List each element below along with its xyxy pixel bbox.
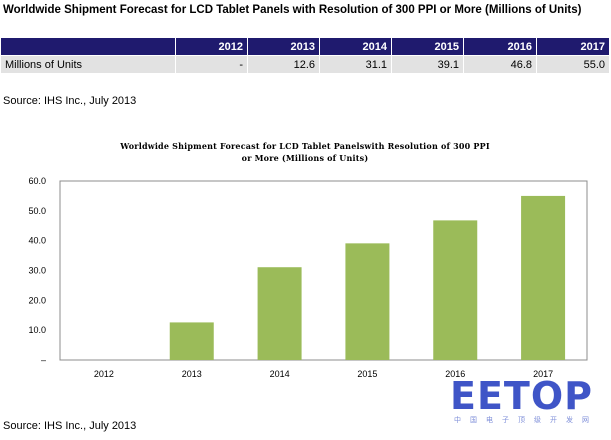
table-header-cell: 2016 (463, 37, 537, 56)
table-cell: 12.6 (247, 55, 320, 74)
y-tick-label: – (41, 355, 46, 365)
bar-chart: – 10.0 20.0 30.0 40.0 50.0 60.0 2012 2013 2014 201… (28, 176, 588, 379)
table-header-cell: 2012 (175, 37, 248, 56)
x-tick-label: 2013 (182, 369, 202, 379)
x-tick-label: 2012 (94, 369, 114, 379)
table-cell: 31.1 (319, 55, 392, 74)
bar (169, 322, 214, 360)
x-tick-label: 2014 (270, 369, 290, 379)
chart-title-line-1: Worldwide Shipment Forecast for LCD Tabl… (120, 141, 490, 151)
y-tick-label: 50.0 (28, 206, 46, 216)
table-cell: 55.0 (536, 55, 610, 74)
watermark-subtitle: 中国电子顶级开发网 (454, 416, 598, 424)
table-header-row: 2012 2013 2014 2015 2016 2017 (0, 37, 610, 56)
table-header-cell: 2014 (319, 37, 392, 56)
table-cell: 46.8 (463, 55, 537, 74)
y-tick-label: 40.0 (28, 236, 46, 246)
chart-title: Worldwide Shipment Forecast for LCD Tabl… (60, 140, 550, 164)
page-title: Worldwide Shipment Forecast for LCD Tabl… (3, 4, 582, 16)
table-header-cell: 2013 (247, 37, 320, 56)
table-cell: - (175, 55, 248, 74)
x-tick-label: 2015 (357, 369, 377, 379)
table-header-corner (0, 37, 176, 56)
table-header-cell: 2017 (536, 37, 610, 56)
y-tick-label: 30.0 (28, 266, 46, 276)
table-row-label: Millions of Units (0, 55, 176, 74)
x-tick-label: 2017 (533, 369, 553, 379)
source-note-top: Source: IHS Inc., July 2013 (3, 95, 137, 107)
y-tick-label: 60.0 (28, 176, 46, 186)
table-row: Millions of Units - 12.6 31.1 39.1 46.8 … (0, 55, 610, 74)
source-note-bottom: Source: IHS Inc., July 2013 (3, 420, 137, 432)
x-tick-label: 2016 (445, 369, 465, 379)
forecast-table: 2012 2013 2014 2015 2016 2017 Millions o… (0, 37, 610, 74)
bar (257, 267, 302, 360)
chart-title-line-2: or More (Millions of Units) (241, 153, 369, 163)
table-header-cell: 2015 (391, 37, 464, 56)
bar (433, 220, 478, 360)
bar (345, 243, 390, 360)
eetop-watermark-logo: EETOP 中国电子顶级开发网 (450, 376, 608, 426)
y-tick-label: 10.0 (28, 325, 46, 335)
bar (521, 195, 566, 360)
y-tick-label: 20.0 (28, 295, 46, 305)
watermark-logo-text: EETOP (450, 374, 593, 418)
table-cell: 39.1 (391, 55, 464, 74)
plot-area-frame (59, 180, 588, 361)
